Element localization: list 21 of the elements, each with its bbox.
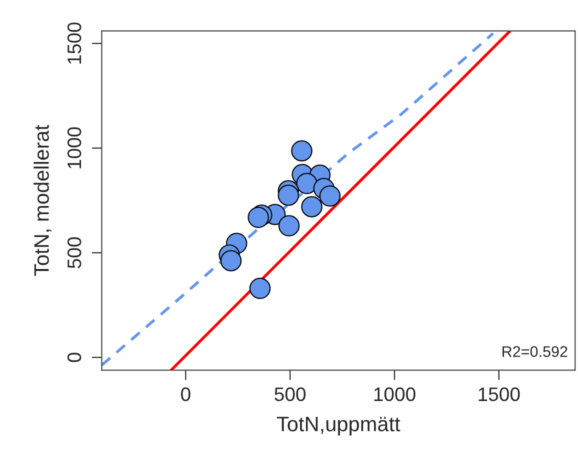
point (319, 185, 341, 207)
point (278, 184, 300, 206)
point (249, 278, 271, 299)
point (278, 215, 300, 236)
y-tick-label: 0 (67, 352, 82, 362)
x-tick-label: 500 (274, 387, 306, 402)
y-tick-label: 1000 (67, 127, 82, 168)
y-axis-title: TotN, modellerat (34, 124, 52, 276)
point (220, 250, 242, 272)
x-axis-title: TotN,uppmätt (276, 416, 400, 436)
point (301, 196, 322, 218)
x-tick-label: 1500 (478, 387, 520, 402)
x-tick-label: 1000 (374, 387, 416, 402)
line-series (102, 32, 494, 367)
point (248, 206, 269, 228)
annotation: R2=0.592 (502, 346, 568, 357)
point (291, 140, 312, 162)
y-tick-label: 500 (67, 237, 82, 268)
y-tick-label: 1500 (67, 22, 82, 64)
point (296, 172, 318, 194)
x-tick-label: 0 (181, 387, 190, 402)
